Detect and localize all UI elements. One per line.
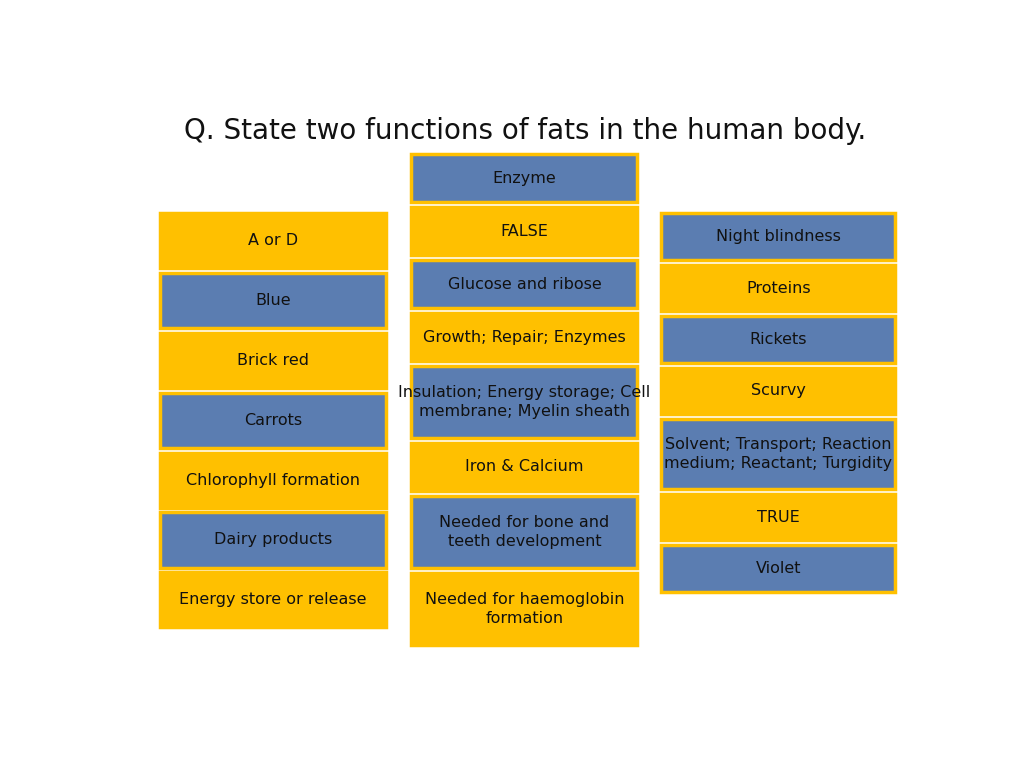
FancyBboxPatch shape: [662, 265, 895, 312]
Text: Needed for haemoglobin
formation: Needed for haemoglobin formation: [425, 592, 625, 626]
FancyBboxPatch shape: [412, 496, 638, 568]
Text: Chlorophyll formation: Chlorophyll formation: [185, 472, 359, 488]
FancyBboxPatch shape: [412, 207, 638, 255]
Text: Proteins: Proteins: [746, 280, 811, 296]
FancyBboxPatch shape: [662, 316, 895, 363]
Text: Rickets: Rickets: [750, 332, 807, 347]
FancyBboxPatch shape: [412, 260, 638, 308]
FancyBboxPatch shape: [160, 214, 386, 269]
Text: Dairy products: Dairy products: [214, 532, 332, 548]
Text: A or D: A or D: [248, 233, 298, 248]
Text: TRUE: TRUE: [757, 510, 800, 525]
Text: Energy store or release: Energy store or release: [179, 592, 367, 607]
FancyBboxPatch shape: [662, 545, 895, 592]
Text: Carrots: Carrots: [244, 413, 302, 428]
Text: Q. State two functions of fats in the human body.: Q. State two functions of fats in the hu…: [183, 117, 866, 144]
FancyBboxPatch shape: [160, 512, 386, 568]
FancyBboxPatch shape: [412, 443, 638, 491]
FancyBboxPatch shape: [662, 214, 895, 260]
FancyBboxPatch shape: [412, 573, 638, 645]
Text: Enzyme: Enzyme: [493, 170, 556, 186]
Text: Glucose and ribose: Glucose and ribose: [447, 276, 601, 292]
FancyBboxPatch shape: [160, 572, 386, 627]
FancyBboxPatch shape: [662, 419, 895, 489]
FancyBboxPatch shape: [412, 313, 638, 361]
FancyBboxPatch shape: [412, 366, 638, 439]
Text: Night blindness: Night blindness: [716, 229, 841, 244]
FancyBboxPatch shape: [160, 452, 386, 508]
Text: Scurvy: Scurvy: [751, 383, 806, 399]
Text: Iron & Calcium: Iron & Calcium: [465, 459, 584, 475]
Text: Solvent; Transport; Reaction
medium; Reactant; Turgidity: Solvent; Transport; Reaction medium; Rea…: [665, 437, 893, 471]
FancyBboxPatch shape: [662, 494, 895, 541]
FancyBboxPatch shape: [160, 273, 386, 328]
Text: Violet: Violet: [756, 561, 801, 576]
FancyBboxPatch shape: [160, 392, 386, 448]
FancyBboxPatch shape: [160, 333, 386, 388]
FancyBboxPatch shape: [412, 154, 638, 203]
Text: FALSE: FALSE: [501, 223, 548, 239]
Text: Insulation; Energy storage; Cell
membrane; Myelin sheath: Insulation; Energy storage; Cell membran…: [398, 386, 650, 419]
Text: Growth; Repair; Enzymes: Growth; Repair; Enzymes: [423, 329, 626, 345]
Text: Brick red: Brick red: [237, 353, 309, 368]
FancyBboxPatch shape: [662, 368, 895, 414]
Text: Blue: Blue: [255, 293, 291, 308]
Text: Needed for bone and
teeth development: Needed for bone and teeth development: [439, 515, 609, 549]
